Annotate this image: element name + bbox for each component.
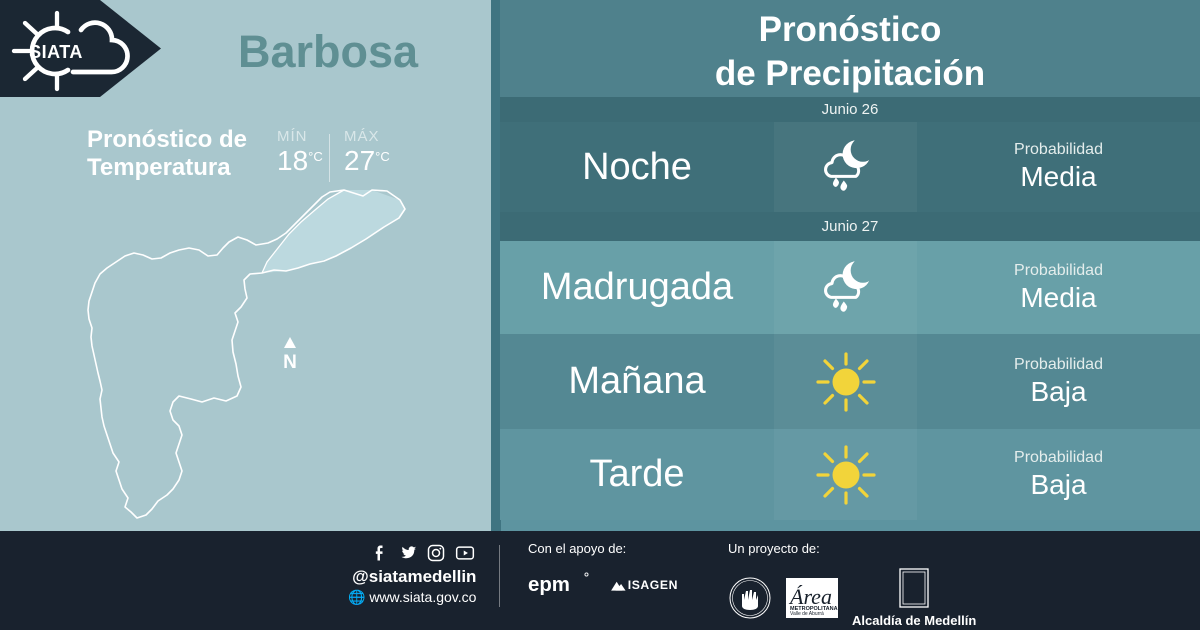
svg-text:epm: epm: [528, 574, 570, 596]
svg-text:N: N: [283, 352, 297, 373]
svg-text:ISAGEN: ISAGEN: [628, 578, 678, 592]
svg-text:Valle de Aburrá: Valle de Aburrá: [790, 611, 824, 617]
